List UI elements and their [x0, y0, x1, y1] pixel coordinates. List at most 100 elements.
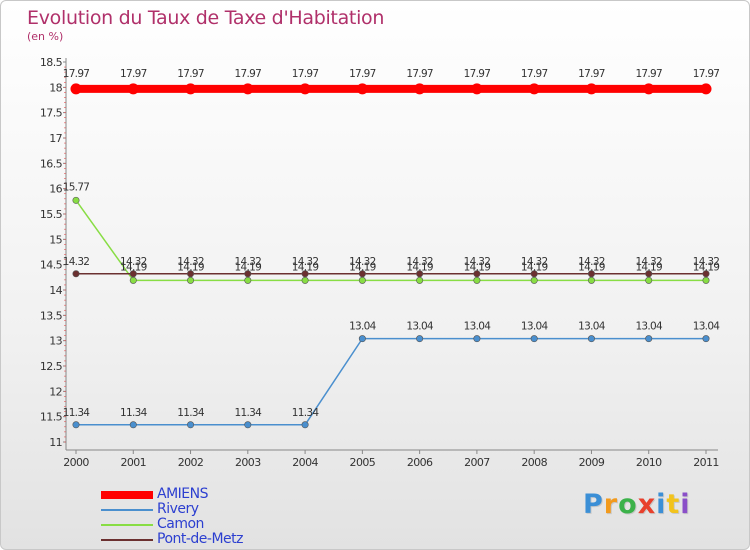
- data-label-camon: 14.19: [235, 261, 262, 273]
- data-label-rivery: 11.34: [177, 407, 205, 419]
- x-tick-label: 2011: [693, 456, 719, 469]
- y-tick-label: 12.5: [40, 360, 63, 373]
- data-label-rivery: 11.34: [235, 407, 263, 419]
- chart-axes: 1111.51212.51313.51414.51515.51616.51717…: [40, 56, 719, 469]
- x-tick-label: 2006: [407, 456, 433, 469]
- y-tick-label: 14: [49, 284, 62, 297]
- data-label-camon: 14.19: [177, 261, 204, 273]
- data-label-camon: 14.19: [521, 261, 548, 273]
- data-point-pont-de-metz: [301, 270, 309, 278]
- legend-label-amiens: AMIENS: [157, 486, 209, 502]
- data-label-rivery: 13.04: [406, 321, 434, 333]
- data-point-camon: [530, 276, 538, 284]
- data-label-pont-de-metz: 14.32: [521, 256, 548, 268]
- data-point-amiens: [356, 83, 368, 95]
- data-point-amiens: [471, 83, 483, 95]
- proxiti-logo: Proxiti: [583, 489, 691, 520]
- data-label-pont-de-metz: 14.32: [464, 256, 491, 268]
- y-tick-label: 13: [49, 335, 62, 348]
- data-point-camon: [473, 276, 481, 284]
- y-tick-label: 13.5: [40, 309, 63, 322]
- legend-swatch-amiens: [101, 490, 153, 499]
- data-point-amiens: [127, 83, 139, 95]
- x-tick-label: 2010: [636, 456, 662, 469]
- data-label-rivery: 11.34: [63, 407, 91, 419]
- data-point-rivery: [530, 335, 538, 343]
- data-label-camon: 14.19: [464, 261, 491, 273]
- data-point-amiens: [242, 83, 254, 95]
- legend-label-rivery: Rivery: [157, 501, 199, 517]
- logo-letter: x: [637, 489, 657, 520]
- data-label-rivery: 11.34: [120, 407, 148, 419]
- series-line-rivery: [76, 337, 706, 426]
- chart-data-labels: 17.97 17.97 17.97 17.97 17.97 17.97 17.97 17.97…: [63, 68, 721, 419]
- data-label-pont-de-metz: 14.32: [120, 256, 147, 268]
- data-label-camon: 15.77: [63, 181, 90, 193]
- data-point-camon: [72, 196, 80, 204]
- data-point-pont-de-metz: [72, 270, 80, 278]
- chart-legend: AMIENS Rivery Camon Pont-de-Metz: [101, 487, 244, 547]
- y-tick-label: 15.5: [40, 208, 63, 221]
- y-tick-label: 11: [49, 436, 62, 449]
- y-tick-label: 18.5: [40, 56, 63, 69]
- data-point-camon: [702, 276, 710, 284]
- data-point-amiens: [299, 83, 311, 95]
- x-tick-label: 2002: [178, 456, 204, 469]
- data-label-rivery: 11.34: [292, 407, 320, 419]
- y-tick-label: 16: [49, 183, 62, 196]
- data-label-camon: 14.19: [349, 261, 376, 273]
- data-point-rivery: [587, 335, 595, 343]
- data-point-rivery: [72, 421, 80, 429]
- data-label-amiens: 17.97: [177, 68, 204, 80]
- series-line-camon: [75, 199, 706, 282]
- legend-label-camon: Camon: [157, 516, 204, 532]
- legend-label-pont-de-metz: Pont-de-Metz: [157, 531, 244, 547]
- logo-letter: r: [603, 489, 619, 520]
- data-point-rivery: [244, 421, 252, 429]
- data-label-camon: 14.19: [578, 261, 605, 273]
- data-point-amiens: [700, 83, 712, 95]
- data-label-rivery: 13.04: [464, 321, 492, 333]
- data-point-pont-de-metz: [358, 270, 366, 278]
- data-label-amiens: 17.97: [464, 68, 491, 80]
- y-tick-label: 12: [49, 385, 62, 398]
- y-tick-label: 11.5: [40, 411, 63, 424]
- logo-letter: P: [583, 489, 604, 520]
- data-label-pont-de-metz: 14.32: [635, 256, 662, 268]
- data-point-rivery: [187, 421, 195, 429]
- x-tick-label: 2008: [521, 456, 547, 469]
- data-point-rivery: [358, 335, 366, 343]
- data-label-amiens: 17.97: [635, 68, 662, 80]
- data-point-rivery: [473, 335, 481, 343]
- data-label-pont-de-metz: 14.32: [693, 256, 720, 268]
- data-point-rivery: [416, 335, 424, 343]
- y-tick-label: 17.5: [40, 107, 63, 120]
- data-point-camon: [645, 276, 653, 284]
- data-label-amiens: 17.97: [521, 68, 548, 80]
- data-label-pont-de-metz: 14.32: [235, 256, 262, 268]
- data-point-rivery: [301, 421, 309, 429]
- legend-item-rivery: Rivery: [101, 502, 243, 517]
- x-tick-label: 2007: [464, 456, 490, 469]
- data-label-pont-de-metz: 14.32: [292, 256, 319, 268]
- data-point-pont-de-metz: [473, 270, 481, 278]
- data-point-pont-de-metz: [129, 270, 137, 278]
- legend-item-amiens: AMIENS: [101, 487, 243, 502]
- data-label-amiens: 17.97: [349, 68, 376, 80]
- data-label-amiens: 17.97: [693, 68, 720, 80]
- data-point-rivery: [645, 335, 653, 343]
- data-point-amiens: [585, 83, 597, 95]
- data-point-amiens: [528, 83, 540, 95]
- data-point-pont-de-metz: [244, 270, 252, 278]
- x-tick-label: 2004: [292, 456, 318, 469]
- data-point-rivery: [129, 421, 137, 429]
- x-tick-label: 2009: [579, 456, 605, 469]
- data-point-camon: [358, 276, 366, 284]
- legend-item-camon: Camon: [101, 517, 243, 532]
- data-label-amiens: 17.97: [292, 68, 319, 80]
- data-point-rivery: [702, 335, 710, 343]
- chart-series: [70, 83, 712, 429]
- data-point-camon: [301, 276, 309, 284]
- data-label-amiens: 17.97: [578, 68, 605, 80]
